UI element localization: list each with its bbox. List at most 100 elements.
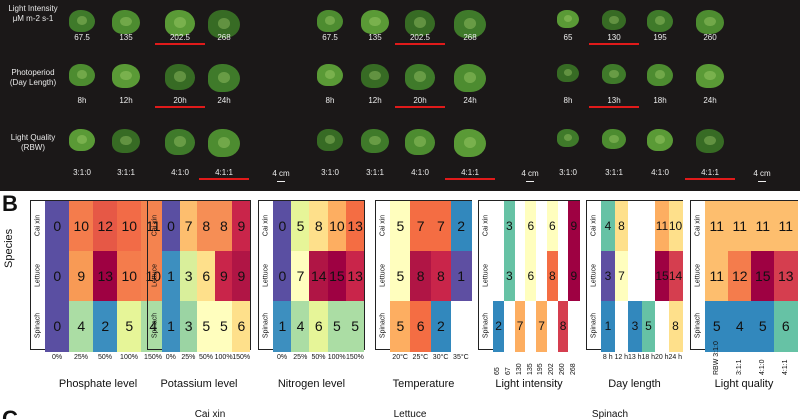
species-row-label: Spinach bbox=[151, 312, 159, 339]
heatmap-cell: 10 bbox=[117, 251, 142, 302]
x-tick-label: 65 bbox=[494, 367, 502, 375]
heatmap-cell: 3 bbox=[628, 301, 642, 352]
x-tick-label: 130 bbox=[515, 363, 523, 375]
heatmap-cell bbox=[628, 251, 642, 302]
species-row-label: Cai xin bbox=[590, 214, 598, 237]
heatmap-cell: 12 bbox=[93, 201, 118, 252]
x-tick-label: 150% bbox=[232, 354, 251, 361]
plant-photo bbox=[602, 129, 626, 149]
species-row-label: Cai xin bbox=[34, 214, 42, 237]
x-tick-label: 25% bbox=[73, 354, 88, 361]
x-tick-label: 12 h bbox=[614, 354, 629, 361]
row-label-line: (Day Length) bbox=[9, 78, 57, 87]
heatmap-cell: 5 bbox=[345, 301, 365, 352]
species-row-label: Lettuce bbox=[379, 264, 387, 287]
heatmap-cell: 7 bbox=[514, 301, 526, 352]
x-tick-label: 13 h bbox=[627, 354, 642, 361]
heatmap-cell: 5 bbox=[327, 301, 347, 352]
heatmap-cell: 2 bbox=[493, 301, 505, 352]
species-row-label: Lettuce bbox=[590, 264, 598, 287]
x-tick-label: 260 bbox=[558, 363, 566, 375]
plant-photo bbox=[165, 10, 195, 36]
treatment-label: 3:1:1 bbox=[366, 168, 384, 177]
species-row-label: Spinach bbox=[590, 312, 598, 339]
heatmap-cell: 15 bbox=[327, 251, 347, 302]
heatmap-cell: 0 bbox=[45, 251, 70, 302]
heatmap-cell: 8 bbox=[430, 251, 452, 302]
panel-b-letter: B bbox=[2, 191, 18, 216]
x-tick-label: RBW 3:1:0 bbox=[712, 341, 720, 375]
treatment-label: 67.5 bbox=[74, 33, 90, 42]
heatmap-cell: 13 bbox=[774, 251, 798, 302]
heatmap-cell: 6 bbox=[232, 301, 251, 352]
plant-photo bbox=[208, 10, 240, 38]
heatmap-cell: 7 bbox=[614, 251, 629, 302]
treatment-label: 135 bbox=[119, 33, 133, 42]
heatmap-title: Phosphate level bbox=[58, 378, 138, 390]
heatmap-cell bbox=[514, 201, 526, 252]
heatmap-cell: 10 bbox=[668, 201, 683, 252]
heatmap-cell: 12 bbox=[728, 251, 752, 302]
heatmap-cell: 8 bbox=[614, 201, 629, 252]
treatment-label: 4:1:1 bbox=[445, 168, 495, 180]
x-tick-label: 150% bbox=[144, 354, 162, 361]
treatment-label: 18h bbox=[653, 96, 667, 105]
x-tick-label: 100% bbox=[214, 354, 233, 361]
treatment-label: 12h bbox=[368, 96, 382, 105]
heatmap-cell bbox=[525, 301, 537, 352]
heatmap-cell: 5 bbox=[117, 301, 142, 352]
treatment-label: 20h bbox=[395, 96, 445, 108]
heatmap-title: Nitrogen level bbox=[277, 378, 346, 390]
plant-photo bbox=[69, 10, 95, 32]
heatmap-cell: 9 bbox=[214, 251, 233, 302]
heatmap-cell: 10 bbox=[327, 201, 347, 252]
plant-photo bbox=[361, 129, 389, 153]
heatmap-cell: 5 bbox=[214, 301, 233, 352]
heatmap-cell: 2 bbox=[450, 201, 472, 252]
plant-photo bbox=[112, 10, 140, 34]
plant-photo bbox=[647, 129, 673, 151]
x-tick-label: 4:1:1 bbox=[781, 359, 789, 375]
plant-photo bbox=[557, 129, 579, 147]
heatmap-cell: 5 bbox=[291, 201, 310, 252]
x-tick-label: 0% bbox=[51, 354, 63, 361]
heatmap-cell: 10 bbox=[69, 201, 94, 252]
heatmap-cell: 11 bbox=[728, 201, 752, 252]
x-tick-label: 268 bbox=[569, 363, 577, 375]
heatmap-cell: 5 bbox=[197, 301, 216, 352]
heatmap-cell: 6 bbox=[197, 251, 216, 302]
treatment-label: 260 bbox=[703, 33, 717, 42]
panel-c-label-caixin: Cai xin bbox=[194, 409, 226, 419]
heatmap-cell: 0 bbox=[273, 251, 292, 302]
x-tick-label: 150% bbox=[345, 354, 364, 361]
heatmap-cell: 10 bbox=[141, 251, 166, 302]
treatment-label: 3:1:0 bbox=[321, 168, 339, 177]
heatmap-light-quality: Cai xin Lettuce Spinach 11 11 11 11 11 12 15 13 5 4 5… bbox=[690, 200, 798, 352]
plant-photo bbox=[647, 64, 673, 86]
plant-photo bbox=[165, 129, 195, 155]
plant-photo bbox=[454, 129, 486, 157]
plant-photo bbox=[602, 64, 626, 84]
heatmap-cell: 1 bbox=[450, 251, 472, 302]
plant-photo bbox=[405, 129, 435, 155]
heatmap-title: Temperature bbox=[392, 378, 455, 390]
heatmap-cell: 5 bbox=[390, 201, 411, 252]
species-row-label: Lettuce bbox=[262, 264, 270, 287]
heatmap-cell: 0 bbox=[273, 201, 292, 252]
heatmap-cell: 8 bbox=[410, 251, 431, 302]
heatmap-cell bbox=[568, 301, 580, 352]
x-tick-label: 20 h bbox=[654, 354, 669, 361]
heatmap-light-intensity: Cai xin Lettuce Spinach 3 6 6 9 3 6 8 9 2 7 7 8 bbox=[478, 200, 580, 352]
heatmap-nitrogen-level: Cai xin Lettuce Spinach 0 5 8 10 13 0 7 14 15 13 1 4 6 5… bbox=[258, 200, 365, 352]
heatmap-cell: 2 bbox=[93, 301, 118, 352]
row-label-2: Light Quality (RBW) bbox=[2, 133, 64, 153]
heatmap-cell bbox=[536, 201, 548, 252]
species-row-label: Spinach bbox=[482, 312, 490, 339]
heatmap-cell: 7 bbox=[536, 301, 548, 352]
heatmap-cell: 6 bbox=[525, 201, 537, 252]
plant-photo bbox=[69, 129, 95, 151]
treatment-label: 3:1:0 bbox=[559, 168, 577, 177]
treatment-label: 268 bbox=[463, 33, 477, 42]
heatmap-cell: 4 bbox=[69, 301, 94, 352]
heatmap-cell: 1 bbox=[273, 301, 292, 352]
